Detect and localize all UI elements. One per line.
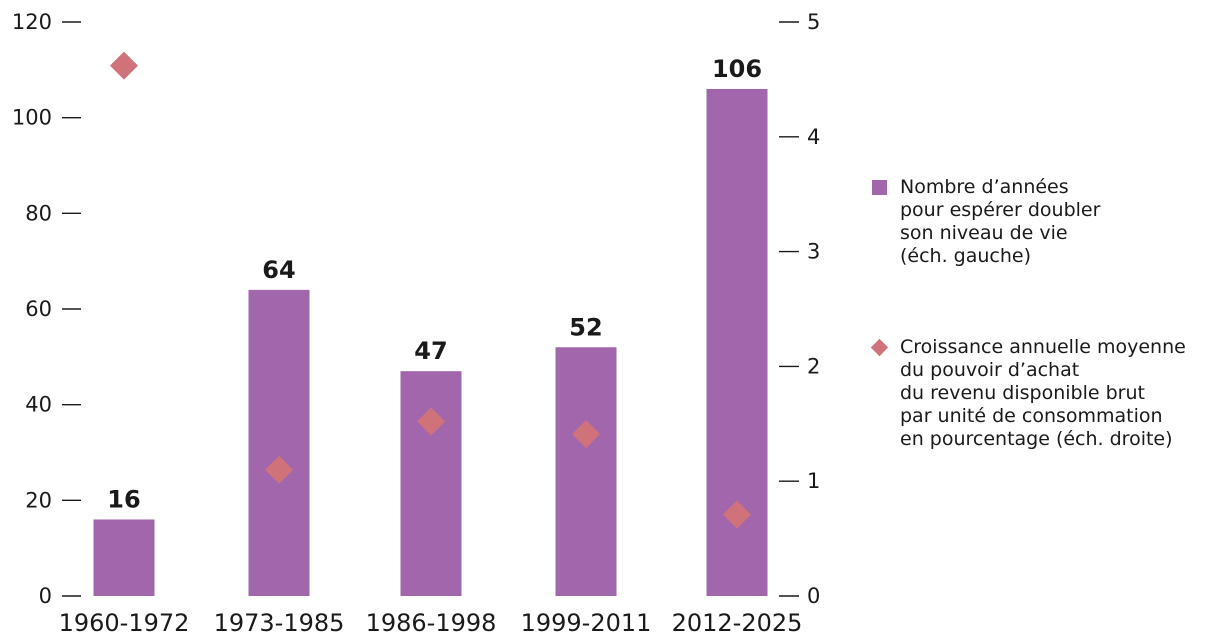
- right-axis-tick-label: 5: [807, 10, 820, 34]
- legend-square-icon: [872, 180, 887, 195]
- bar: [555, 347, 617, 596]
- bar-value-label: 64: [262, 256, 295, 284]
- left-axis-tick-label: 60: [25, 297, 52, 321]
- right-axis-tick-label: 4: [807, 125, 820, 149]
- left-axis-tick-label: 40: [25, 393, 52, 417]
- chart-legend: Nombre d’années pour espérer doubler son…: [870, 176, 1211, 451]
- legend-label-diamonds: Croissance annuelle moyenne du pouvoir d…: [900, 336, 1186, 450]
- x-axis-category-label: 1973-1985: [214, 609, 345, 636]
- bar: [248, 289, 310, 596]
- left-axis-tick-label: 80: [25, 201, 52, 225]
- diamond-marker: [723, 500, 751, 529]
- x-axis-category-label: 1999-2011: [521, 609, 652, 636]
- diamond-marker: [110, 51, 138, 80]
- diamond-marker: [417, 407, 445, 436]
- x-axis-category-label: 1960-1972: [59, 609, 190, 636]
- bar-value-label: 106: [712, 55, 762, 83]
- right-axis-tick-label: 1: [807, 469, 820, 493]
- legend-diamond-icon: [870, 338, 889, 357]
- bar-value-label: 16: [107, 485, 140, 513]
- diamond-marker: [572, 420, 600, 449]
- left-axis-tick-label: 20: [25, 488, 52, 512]
- bar: [93, 519, 155, 596]
- right-axis-tick-label: 3: [807, 240, 820, 264]
- bar: [400, 371, 462, 596]
- diamond-marker: [265, 455, 293, 484]
- bar-value-label: 47: [414, 337, 447, 365]
- left-axis-tick-label: 100: [12, 106, 52, 130]
- right-axis-tick-label: 0: [807, 584, 820, 608]
- legend-label-bars: Nombre d’années pour espérer doubler son…: [900, 176, 1101, 267]
- left-axis-tick-label: 120: [12, 10, 52, 34]
- legend-item-bars: Nombre d’années pour espérer doubler son…: [872, 176, 1211, 268]
- right-axis-tick-label: 2: [807, 354, 820, 378]
- chart-plot: 0 20 40 60 80 100 120 0 1 2 3 4 5 16 64 47 52 106 1960-197…: [12, 10, 820, 636]
- left-axis-tick-label: 0: [39, 584, 52, 608]
- bar-value-label: 52: [569, 313, 602, 341]
- legend-item-diamonds: Croissance annuelle moyenne du pouvoir d…: [870, 336, 1211, 451]
- x-axis-category-label: 1986-1998: [366, 609, 497, 636]
- x-axis-category-label: 2012-2025: [672, 609, 803, 636]
